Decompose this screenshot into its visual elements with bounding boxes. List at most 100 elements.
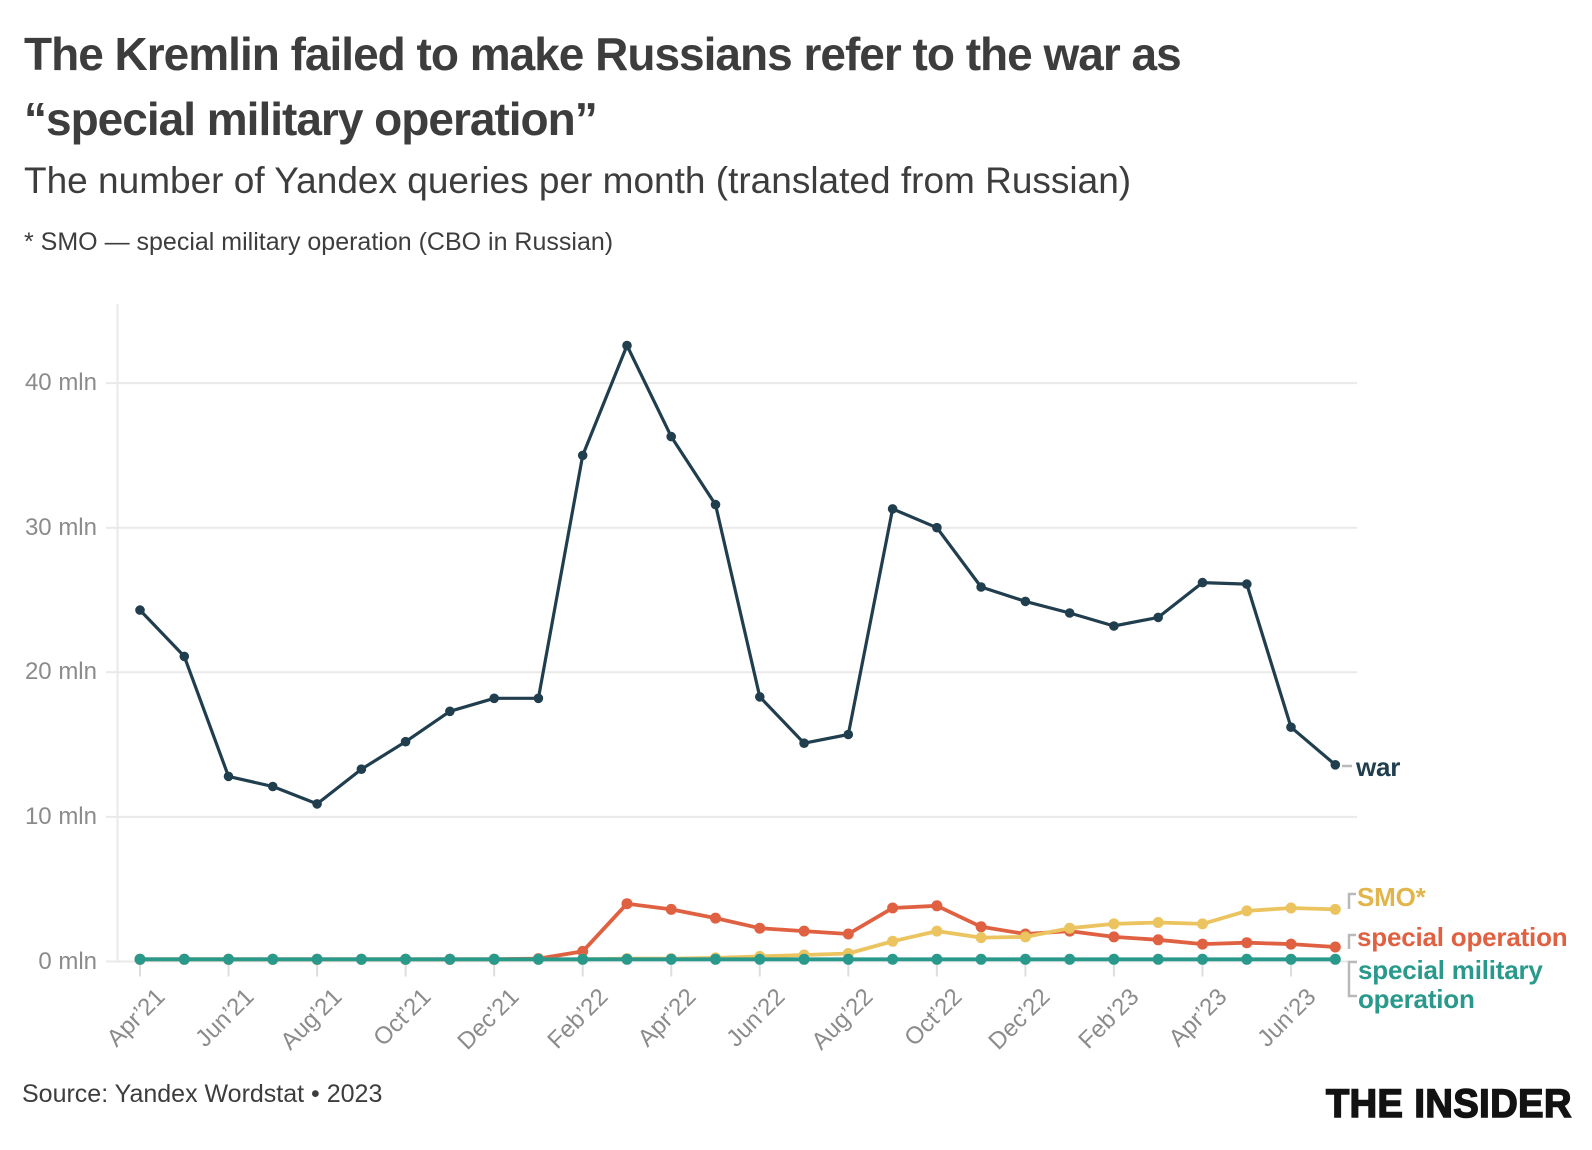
data-point-war-aug-22 [843, 729, 854, 740]
data-point-smo-apr-23 [1197, 918, 1208, 930]
series-line-war [138, 343, 1337, 806]
the-insider-logo: THE INSIDER [1325, 1081, 1572, 1127]
data-point-special-military-operation-feb-22 [577, 953, 589, 965]
data-point-war-sep-21 [356, 764, 367, 774]
data-point-special-military-operation-jun-22 [754, 953, 766, 965]
title-line-2: “special military operation” [24, 93, 598, 146]
data-point-special-military-operation-dec-21 [488, 953, 500, 965]
data-point-war-jul-23 [1330, 760, 1341, 770]
data-point-war-jan-23 [1064, 608, 1075, 618]
data-point-war-may-22 [710, 499, 721, 510]
data-point-special-military-operation-may-21 [178, 953, 190, 965]
data-point-war-nov-21 [445, 706, 455, 717]
data-point-special-operation-mar-22 [621, 898, 633, 910]
chart-subtitle: The number of Yandex queries per month (… [24, 160, 1132, 201]
data-point-war-dec-22 [1020, 596, 1031, 607]
chart-footnote: * SMO — special military operation (CBO … [24, 228, 614, 256]
data-point-special-military-operation-aug-21 [311, 953, 323, 965]
data-point-special-military-operation-jun-21 [223, 953, 234, 965]
data-point-war-jul-22 [799, 738, 809, 748]
data-point-special-military-operation-nov-21 [444, 953, 456, 965]
data-point-special-operation-aug-22 [842, 928, 854, 940]
grid-layer [106, 304, 1357, 977]
data-point-war-mar-23 [1153, 612, 1163, 623]
data-point-special-operation-nov-22 [975, 921, 987, 933]
data-point-war-apr-22 [666, 431, 676, 442]
data-point-special-military-operation-aug-22 [842, 953, 854, 965]
data-point-war-nov-22 [976, 582, 986, 592]
data-point-smo-jun-23 [1285, 902, 1297, 914]
data-point-war-jan-22 [533, 693, 544, 704]
data-point-war-aug-21 [312, 799, 322, 809]
data-point-special-operation-feb-23 [1108, 931, 1120, 943]
data-point-special-military-operation-dec-22 [1019, 953, 1031, 965]
data-point-war-apr-21 [135, 605, 145, 615]
data-point-special-military-operation-apr-21 [134, 953, 146, 965]
data-point-special-military-operation-nov-22 [975, 953, 987, 965]
data-point-special-military-operation-may-22 [710, 953, 721, 965]
y-axis-label-10mln: 10 mln [24, 802, 97, 830]
data-point-war-may-23 [1242, 579, 1252, 589]
data-point-special-operation-apr-22 [665, 903, 677, 915]
data-point-special-operation-apr-23 [1197, 938, 1208, 950]
data-point-war-may-21 [179, 651, 190, 662]
data-point-special-operation-jun-22 [754, 922, 766, 934]
data-point-special-operation-sep-22 [887, 902, 899, 914]
data-point-special-operation-feb-22 [577, 945, 589, 957]
y-axis-label-0mln: 0 mln [38, 947, 97, 975]
source-credit: Source: Yandex Wordstat • 2023 [22, 1080, 383, 1108]
series-label-special-military-operation: special military operation [1358, 955, 1543, 1014]
y-axis-label-20mln: 20 mln [24, 658, 97, 686]
data-point-smo-jul-23 [1329, 903, 1341, 915]
smo-label-bracket [1347, 892, 1356, 909]
data-point-special-military-operation-oct-21 [400, 953, 412, 965]
special-military-operation-label-bracket [1347, 960, 1357, 998]
data-point-special-military-operation-mar-22 [621, 953, 633, 965]
data-point-special-military-operation-mar-23 [1152, 953, 1164, 965]
data-point-war-apr-23 [1197, 577, 1208, 588]
data-point-special-military-operation-sep-21 [355, 953, 367, 965]
data-point-special-military-operation-jul-22 [798, 953, 810, 965]
data-point-special-operation-jul-22 [798, 925, 810, 937]
data-point-smo-sep-22 [887, 935, 899, 947]
data-point-special-military-operation-jul-21 [267, 953, 279, 965]
data-point-war-jun-21 [223, 771, 234, 782]
data-point-war-feb-23 [1109, 621, 1119, 631]
data-point-war-dec-21 [489, 693, 500, 704]
data-point-war-jul-21 [268, 781, 278, 792]
data-point-smo-nov-22 [975, 932, 987, 944]
data-point-special-military-operation-may-23 [1241, 953, 1253, 965]
page-title: The Kremlin failed to make Russians refe… [24, 22, 1524, 153]
data-point-war-jun-23 [1286, 722, 1296, 732]
data-point-special-operation-mar-23 [1152, 934, 1164, 946]
data-point-war-jun-22 [755, 692, 765, 702]
data-point-special-military-operation-jun-23 [1285, 953, 1297, 965]
data-point-special-operation-jun-23 [1285, 938, 1297, 950]
title-line-1: The Kremlin failed to make Russians refe… [24, 28, 1182, 80]
data-point-special-military-operation-jan-22 [532, 953, 544, 965]
data-point-special-operation-jul-23 [1329, 941, 1341, 953]
series-line-smo [140, 906, 1336, 962]
data-point-smo-may-23 [1241, 905, 1253, 917]
data-point-smo-mar-23 [1152, 917, 1164, 928]
series-line-special-operation [140, 901, 1336, 962]
special-operation-label-bracket [1347, 933, 1356, 949]
series-label-smo: SMO* [1357, 882, 1426, 912]
data-point-smo-oct-22 [931, 925, 943, 937]
annotation-layer [1342, 764, 1357, 998]
data-point-smo-dec-22 [1019, 931, 1031, 943]
data-point-special-military-operation-jul-23 [1329, 953, 1341, 965]
data-point-war-mar-22 [622, 340, 632, 351]
y-axis-label-30mln: 30 mln [24, 513, 97, 541]
series-label-war: war [1356, 752, 1401, 782]
data-point-smo-feb-23 [1108, 918, 1120, 930]
data-point-war-feb-22 [577, 450, 588, 461]
data-point-special-military-operation-apr-22 [665, 953, 677, 965]
data-point-special-operation-oct-22 [931, 900, 943, 912]
y-axis-label-40mln: 40 mln [24, 369, 97, 397]
data-point-special-military-operation-jan-23 [1064, 953, 1076, 965]
data-point-special-military-operation-oct-22 [931, 953, 943, 965]
series-layer [134, 340, 1341, 965]
